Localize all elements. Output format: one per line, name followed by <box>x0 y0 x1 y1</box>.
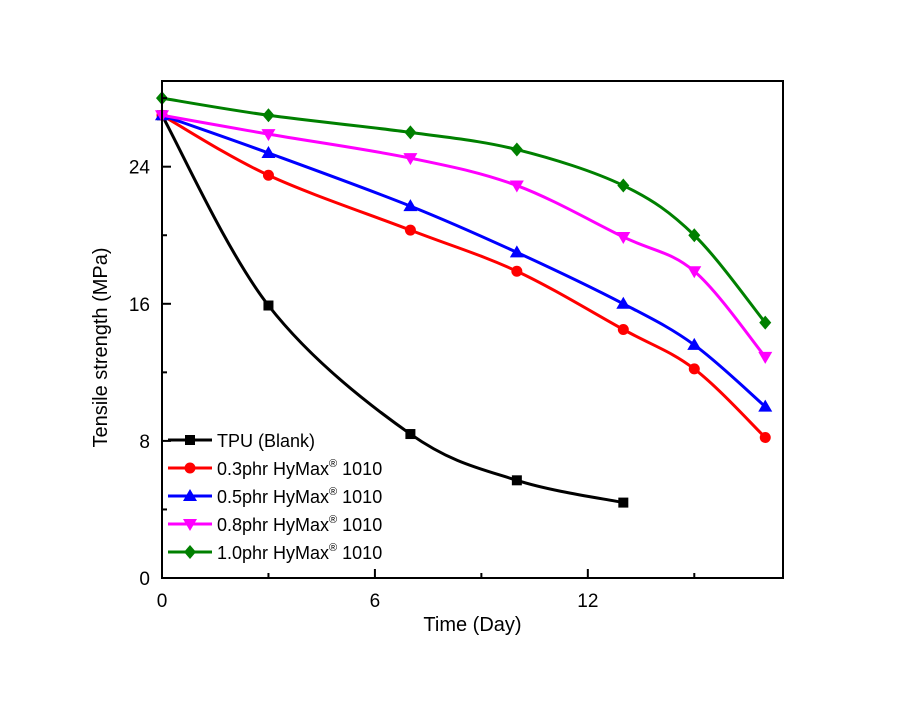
data-point <box>617 324 629 335</box>
data-point <box>759 315 772 330</box>
data-point <box>509 245 524 258</box>
legend-marker <box>185 435 195 445</box>
series-4 <box>156 91 772 330</box>
y-tick-label: 0 <box>139 569 150 590</box>
legend-marker <box>183 489 197 501</box>
data-point <box>403 153 418 166</box>
legend-item: 0.8phr HyMax® 1010 <box>168 514 382 535</box>
data-point <box>616 296 631 309</box>
series-line <box>161 113 767 358</box>
data-point <box>263 300 274 311</box>
legend-marker <box>184 545 196 559</box>
data-point <box>758 399 773 412</box>
data-point <box>511 265 523 277</box>
legend-label: 0.8phr HyMax® 1010 <box>217 514 382 535</box>
legend-item: 0.3phr HyMax® 1010 <box>168 458 382 479</box>
x-tick-label: 6 <box>370 591 381 612</box>
plot-frame <box>161 80 784 579</box>
legend-item: 1.0phr HyMax® 1010 <box>168 542 382 563</box>
legend-marker <box>183 519 197 531</box>
data-point <box>262 169 274 181</box>
legend-label: 0.3phr HyMax® 1010 <box>217 458 382 479</box>
data-point <box>616 231 631 244</box>
data-point <box>509 180 524 193</box>
series-line <box>161 113 767 408</box>
y-tick-label: 24 <box>129 158 151 179</box>
legend-label: 0.5phr HyMax® 1010 <box>217 486 382 507</box>
data-point <box>261 129 276 142</box>
data-point <box>511 475 522 486</box>
data-point <box>758 351 773 364</box>
x-axis-label: Time (Day) <box>423 614 521 636</box>
x-tick-label: 0 <box>157 591 168 612</box>
series-3 <box>155 110 773 364</box>
x-tick-label: 12 <box>577 591 598 612</box>
data-point <box>759 431 771 443</box>
y-tick-label: 16 <box>129 295 150 316</box>
data-point <box>688 363 700 375</box>
data-point <box>403 199 418 212</box>
y-axis-label: Tensile strength (MPa) <box>90 247 112 447</box>
data-point <box>617 178 630 193</box>
series-line <box>160 114 624 505</box>
y-tick-label: 8 <box>139 432 150 453</box>
data-point <box>261 145 276 158</box>
legend-marker <box>184 462 196 474</box>
legend-item: TPU (Blank) <box>168 431 315 451</box>
data-point <box>618 497 629 508</box>
data-point <box>405 429 416 440</box>
series-line <box>161 113 767 439</box>
data-point <box>688 228 701 243</box>
legend-item: 0.5phr HyMax® 1010 <box>168 486 382 507</box>
data-point <box>262 108 275 123</box>
data-point <box>404 125 417 140</box>
data-point <box>687 266 702 279</box>
legend-label: 1.0phr HyMax® 1010 <box>217 542 382 563</box>
legend-label: TPU (Blank) <box>217 431 315 451</box>
data-point <box>404 224 416 236</box>
data-point <box>687 337 702 350</box>
data-point <box>510 142 523 157</box>
